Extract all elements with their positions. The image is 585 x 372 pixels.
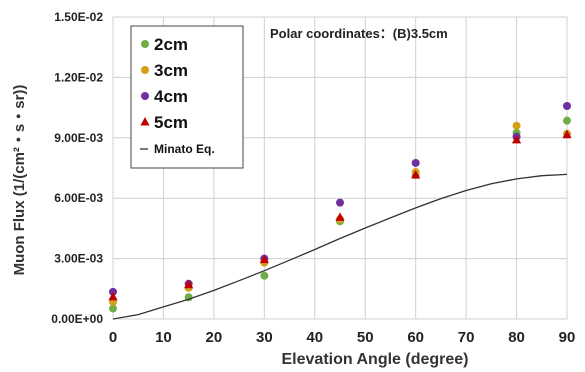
- legend-label-4cm: 4cm: [154, 87, 188, 106]
- point-4cm: [563, 101, 571, 110]
- point-5cm: [562, 129, 572, 139]
- point-2cm: [563, 116, 571, 125]
- y-tick-label: 0.00E+00: [51, 312, 103, 326]
- y-tick-label: 6.00E-03: [54, 191, 103, 205]
- x-tick-label: 30: [256, 329, 273, 346]
- point-5cm: [259, 254, 269, 264]
- point-4cm: [336, 198, 344, 207]
- point-5cm: [411, 170, 421, 179]
- point-3cm: [512, 121, 521, 130]
- point-5cm: [184, 279, 194, 289]
- x-tick-label: 10: [155, 329, 172, 346]
- point-5cm: [511, 134, 522, 144]
- annotation-text: Polar coordinates：(B)3.5cm: [270, 26, 448, 41]
- series-line-minato-eq: [112, 173, 568, 320]
- legend-label-3cm: 3cm: [154, 61, 188, 80]
- point-5cm: [335, 212, 345, 221]
- y-axis-title: Muon Flux (1/(cm²・s・sr)): [11, 85, 28, 276]
- legend: 2cm 3cm 4cm 5cm Minato Eq.: [130, 25, 244, 169]
- legend-label-minato-eq: Minato Eq.: [154, 142, 215, 156]
- x-tick-label: 20: [206, 329, 223, 346]
- series-layer: [108, 101, 572, 320]
- point-4cm: [109, 287, 117, 296]
- x-tick-label: 50: [357, 329, 374, 346]
- y-tick-label: 3.00E-03: [54, 252, 103, 266]
- legend-swatch-2cm: [141, 40, 149, 48]
- legend-swatch-5cm: [140, 117, 150, 126]
- y-ticks: 0.00E+00 3.00E-03 6.00E-03 9.00E-03 1.20E-02…: [51, 10, 103, 326]
- legend-swatch-4cm: [141, 92, 149, 100]
- x-tick-label: 70: [458, 329, 475, 346]
- x-tick-label: 90: [559, 329, 576, 346]
- point-5cm: [108, 291, 118, 301]
- x-tick-label: 40: [306, 329, 323, 346]
- legend-swatch-3cm: [141, 66, 149, 74]
- y-tick-label: 9.00E-03: [54, 131, 103, 145]
- x-tick-label: 80: [508, 329, 525, 346]
- y-tick-label: 1.50E-02: [54, 10, 103, 24]
- x-axis-title: Elevation Angle (degree): [282, 351, 469, 368]
- point-4cm: [411, 158, 420, 167]
- legend-box: [130, 25, 244, 169]
- x-tick-label: 60: [407, 329, 424, 346]
- y-tick-label: 1.20E-02: [54, 70, 103, 84]
- legend-label-2cm: 2cm: [154, 35, 188, 54]
- point-2cm: [109, 304, 117, 313]
- x-tick-label: 0: [109, 329, 117, 346]
- x-ticks: 0 10 20 30 40 50 60 70 80 90: [109, 329, 576, 346]
- point-2cm: [260, 271, 269, 280]
- legend-label-5cm: 5cm: [154, 113, 188, 132]
